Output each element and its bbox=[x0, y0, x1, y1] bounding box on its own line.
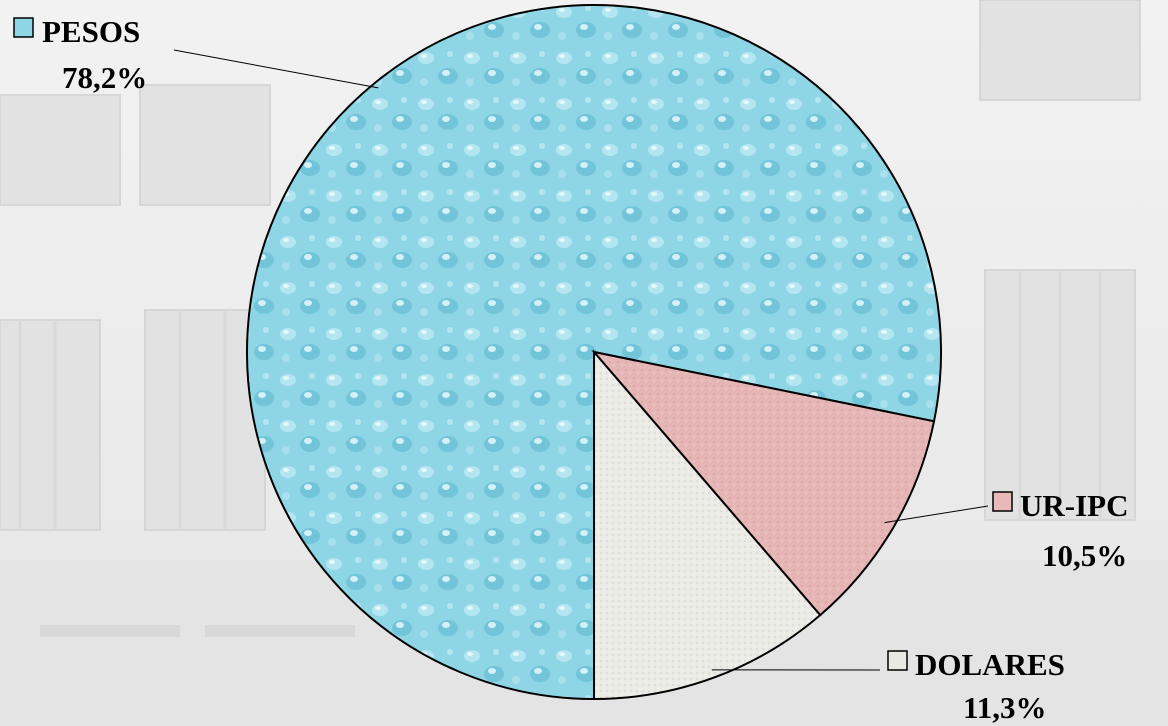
pie-slice-dolares bbox=[593, 349, 822, 701]
slice-value-ur-ipc: 10,5% bbox=[1042, 538, 1127, 573]
leader-line-ur-ipc bbox=[884, 505, 989, 524]
legend-swatch-dolares bbox=[887, 650, 908, 671]
legend-swatch-pesos bbox=[13, 17, 34, 38]
pie-slices bbox=[246, 4, 942, 701]
slice-value-pesos: 78,2% bbox=[62, 60, 147, 95]
pie-slice-ur-ipc bbox=[591, 350, 936, 617]
slice-label-pesos: PESOS bbox=[42, 14, 140, 49]
slice-labels: PESOS 78,2% UR-IPC 10,5% DOLARES 11,3% bbox=[13, 14, 1129, 725]
leader-lines bbox=[173, 49, 989, 671]
leader-line-pesos bbox=[173, 49, 379, 89]
slice-value-dolares: 11,3% bbox=[963, 690, 1047, 725]
legend-swatch-ur-ipc bbox=[992, 491, 1013, 512]
slice-label-ur-ipc: UR-IPC bbox=[1020, 488, 1129, 523]
slice-label-dolares: DOLARES bbox=[915, 647, 1065, 682]
